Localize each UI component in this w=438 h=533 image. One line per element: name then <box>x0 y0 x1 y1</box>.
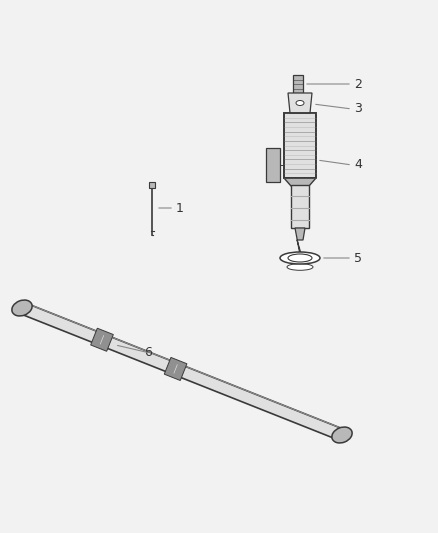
Text: 1: 1 <box>176 201 184 214</box>
Ellipse shape <box>12 300 32 316</box>
Text: 3: 3 <box>354 102 362 116</box>
Polygon shape <box>291 185 309 228</box>
Polygon shape <box>293 75 303 93</box>
Ellipse shape <box>287 264 313 270</box>
Polygon shape <box>295 228 305 252</box>
Polygon shape <box>149 182 155 188</box>
Text: 2: 2 <box>354 77 362 91</box>
Polygon shape <box>164 358 187 381</box>
Polygon shape <box>284 178 316 186</box>
Polygon shape <box>91 328 113 351</box>
Text: 4: 4 <box>354 158 362 172</box>
Polygon shape <box>20 302 344 441</box>
Ellipse shape <box>288 254 312 262</box>
Ellipse shape <box>296 101 304 106</box>
Polygon shape <box>266 148 280 182</box>
Text: 5: 5 <box>354 252 362 264</box>
Ellipse shape <box>332 427 352 443</box>
Ellipse shape <box>280 252 320 264</box>
Polygon shape <box>284 113 316 178</box>
Polygon shape <box>288 93 312 113</box>
Text: 6: 6 <box>144 346 152 359</box>
